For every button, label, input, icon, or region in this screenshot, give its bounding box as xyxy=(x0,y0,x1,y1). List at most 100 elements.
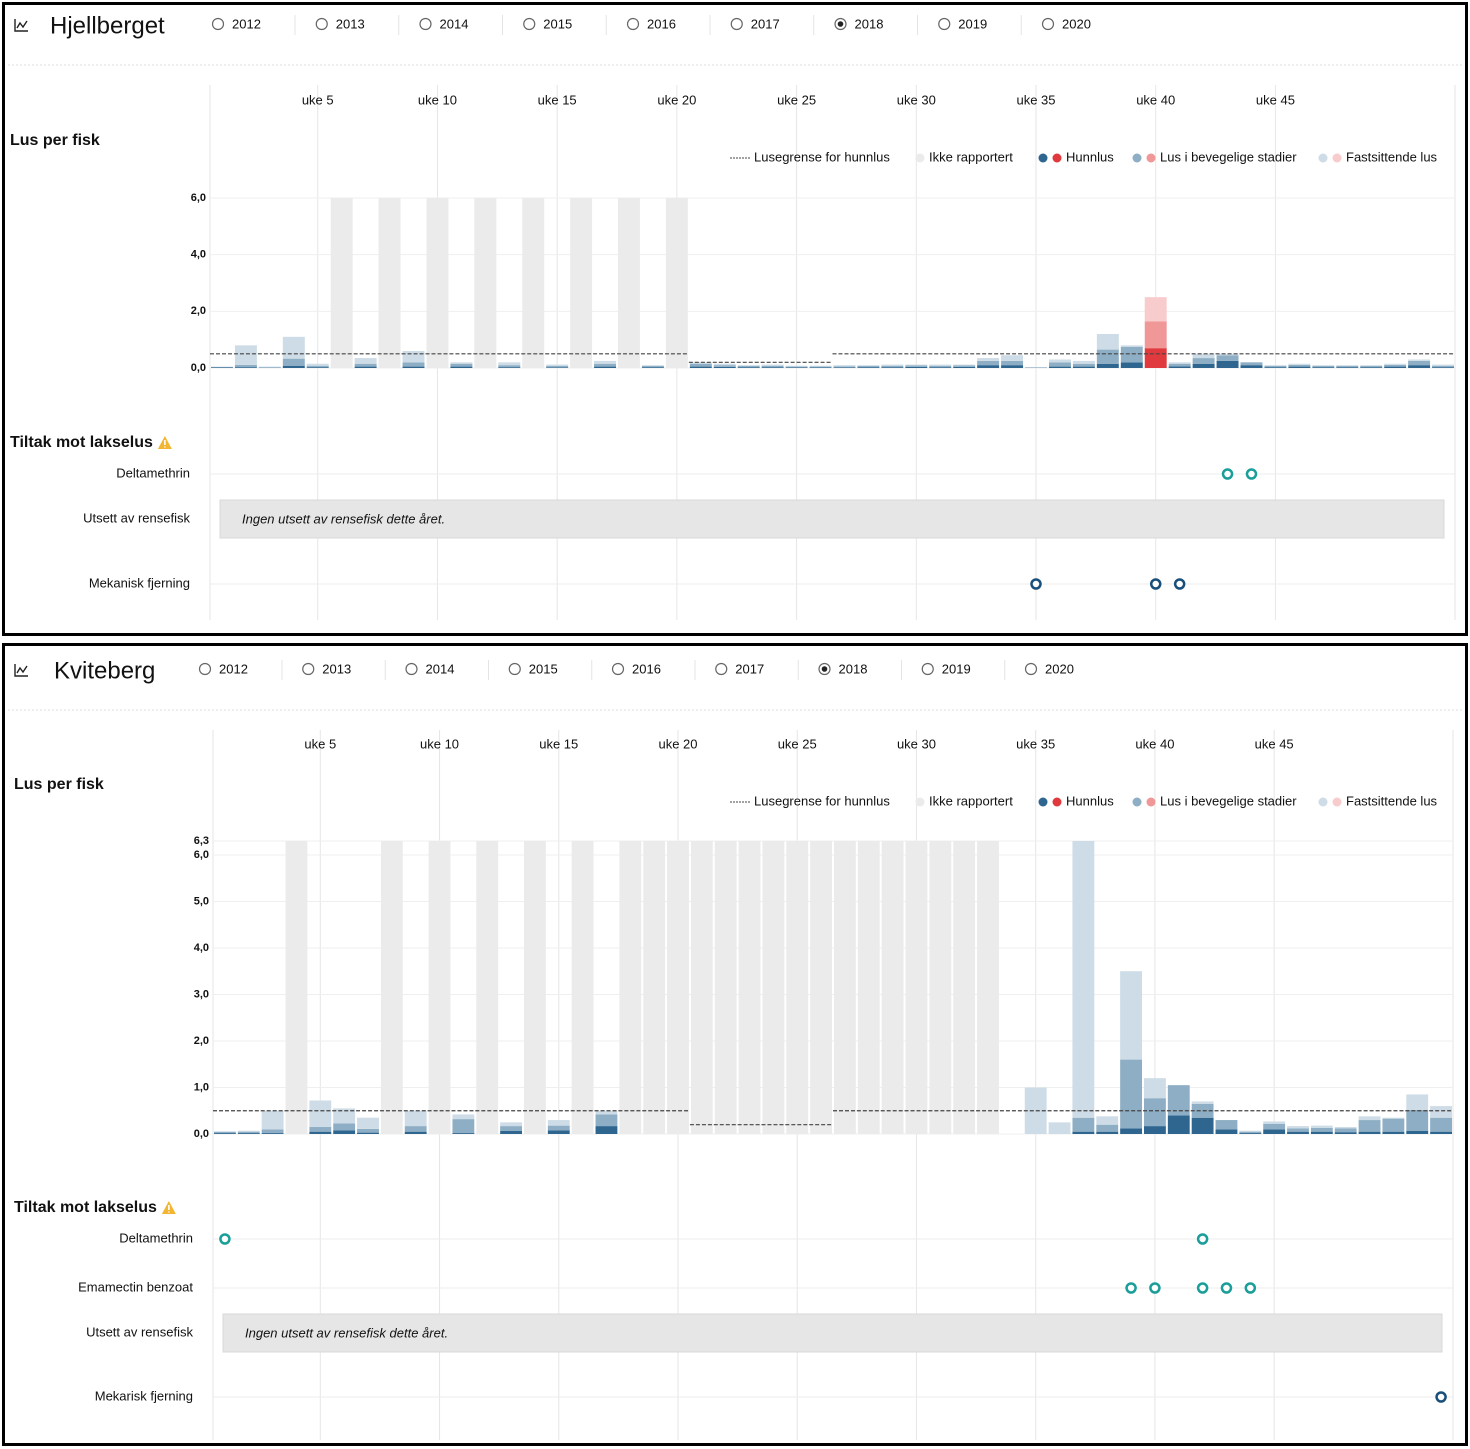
year-radio[interactable] xyxy=(523,17,536,31)
year-radio[interactable] xyxy=(508,662,521,676)
treatment-marker xyxy=(1196,1282,1209,1294)
year-label[interactable]: 2014 xyxy=(440,16,469,31)
y-tick-label: 6,0 xyxy=(194,849,209,861)
treatment-marker xyxy=(1030,578,1042,590)
lice-bar xyxy=(1432,364,1454,366)
lice-bar xyxy=(237,1133,260,1134)
lice-bar xyxy=(1310,1131,1333,1134)
lice-bar xyxy=(1263,1129,1286,1134)
lice-bar xyxy=(450,366,473,368)
lice-bar xyxy=(452,1119,475,1134)
lice-bar xyxy=(498,362,521,366)
lice-bar xyxy=(689,363,712,367)
lice-bar xyxy=(547,1125,570,1131)
year-label[interactable]: 2013 xyxy=(322,661,351,676)
year-radio[interactable] xyxy=(405,662,418,676)
not-reported-bar xyxy=(524,841,546,1134)
lice-bar xyxy=(1168,362,1191,364)
lice-bar xyxy=(546,366,569,368)
lice-bar xyxy=(1048,359,1071,363)
year-label[interactable]: 2016 xyxy=(647,16,676,31)
year-label[interactable]: 2015 xyxy=(529,661,558,676)
not-reported-bar xyxy=(834,841,856,1134)
year-label[interactable]: 2020 xyxy=(1045,661,1074,676)
year-label[interactable]: 2014 xyxy=(426,661,455,676)
treatment-label: Mekarisk fjerning xyxy=(95,1388,193,1403)
year-label[interactable]: 2015 xyxy=(543,16,572,31)
lice-bar xyxy=(1216,360,1239,368)
lice-bar xyxy=(1239,1131,1262,1134)
treatment-marker xyxy=(1173,578,1186,590)
legend-label: Fastsittende lus xyxy=(1346,793,1438,808)
treatment-marker xyxy=(1244,1282,1257,1294)
year-radio[interactable] xyxy=(419,17,432,31)
x-tick-label: uke 10 xyxy=(420,736,459,751)
y-tick-label: 6,3 xyxy=(194,835,209,847)
x-tick-label: uke 40 xyxy=(1135,736,1174,751)
legend-dot xyxy=(915,153,925,163)
lice-bar xyxy=(1264,365,1287,367)
lice-bar xyxy=(1144,1126,1166,1134)
lice-bar xyxy=(761,367,784,368)
lice-bar xyxy=(1144,297,1167,322)
lice-bar xyxy=(1430,1117,1452,1132)
lice-bar xyxy=(1120,1059,1142,1129)
year-label[interactable]: 2018 xyxy=(855,16,884,31)
lice-bar xyxy=(1120,1128,1142,1134)
year-radio[interactable] xyxy=(921,662,934,676)
treatment-marker xyxy=(1245,468,1258,480)
year-label[interactable]: 2016 xyxy=(632,661,661,676)
lice-bar xyxy=(977,365,1000,368)
lice-bar xyxy=(1144,1098,1166,1127)
lice-bar xyxy=(1168,363,1191,367)
lice-bar xyxy=(1239,1130,1262,1132)
year-radio[interactable] xyxy=(626,17,640,31)
year-label[interactable]: 2012 xyxy=(232,16,261,31)
year-radio[interactable] xyxy=(1041,17,1055,31)
year-label[interactable]: 2018 xyxy=(839,661,868,676)
year-label[interactable]: 2019 xyxy=(958,16,987,31)
year-label[interactable]: 2019 xyxy=(942,661,971,676)
year-radio[interactable] xyxy=(315,17,328,31)
lice-bar xyxy=(357,1132,379,1134)
year-radio[interactable] xyxy=(1024,662,1038,676)
year-radio[interactable] xyxy=(302,662,315,676)
year-label[interactable]: 2017 xyxy=(735,661,764,676)
x-tick-label: uke 25 xyxy=(778,736,817,751)
not-reported-bar xyxy=(571,841,594,1134)
legend-dot xyxy=(1132,797,1142,807)
lice-bar xyxy=(1263,1123,1286,1130)
legend-label: Hunnlus xyxy=(1066,149,1114,164)
lice-bar xyxy=(1288,364,1311,367)
lice-bar xyxy=(785,367,808,368)
lice-bar xyxy=(594,360,617,364)
year-label[interactable]: 2017 xyxy=(751,16,780,31)
lice-bar xyxy=(1287,1131,1309,1134)
year-radio[interactable] xyxy=(211,17,225,31)
year-label[interactable]: 2020 xyxy=(1062,16,1091,31)
lice-bar xyxy=(1096,1124,1119,1132)
lice-bar xyxy=(713,365,736,367)
year-radio[interactable] xyxy=(938,17,951,31)
year-radio[interactable] xyxy=(198,662,212,676)
lice-bar xyxy=(1191,1101,1214,1104)
lice-bar xyxy=(785,366,808,368)
not-reported-bar xyxy=(378,198,401,368)
lice-bar xyxy=(1384,366,1407,368)
lice-bar xyxy=(1192,353,1215,359)
lice-bar xyxy=(354,363,377,367)
year-radio[interactable] xyxy=(611,662,625,676)
legend-dot xyxy=(1332,797,1342,807)
not-reported-bar xyxy=(285,841,308,1134)
year-radio-selected xyxy=(837,21,844,27)
year-radio[interactable] xyxy=(715,662,728,676)
y-tick-label: 2,0 xyxy=(191,305,206,317)
lice-bar xyxy=(282,365,305,368)
lice-bar xyxy=(833,367,856,368)
legend-dot xyxy=(1318,797,1328,807)
lice-bar xyxy=(452,1133,475,1134)
year-label[interactable]: 2012 xyxy=(219,661,248,676)
treatment-label: Deltamethrin xyxy=(116,465,190,480)
year-label[interactable]: 2013 xyxy=(336,16,365,31)
year-radio[interactable] xyxy=(730,17,743,31)
